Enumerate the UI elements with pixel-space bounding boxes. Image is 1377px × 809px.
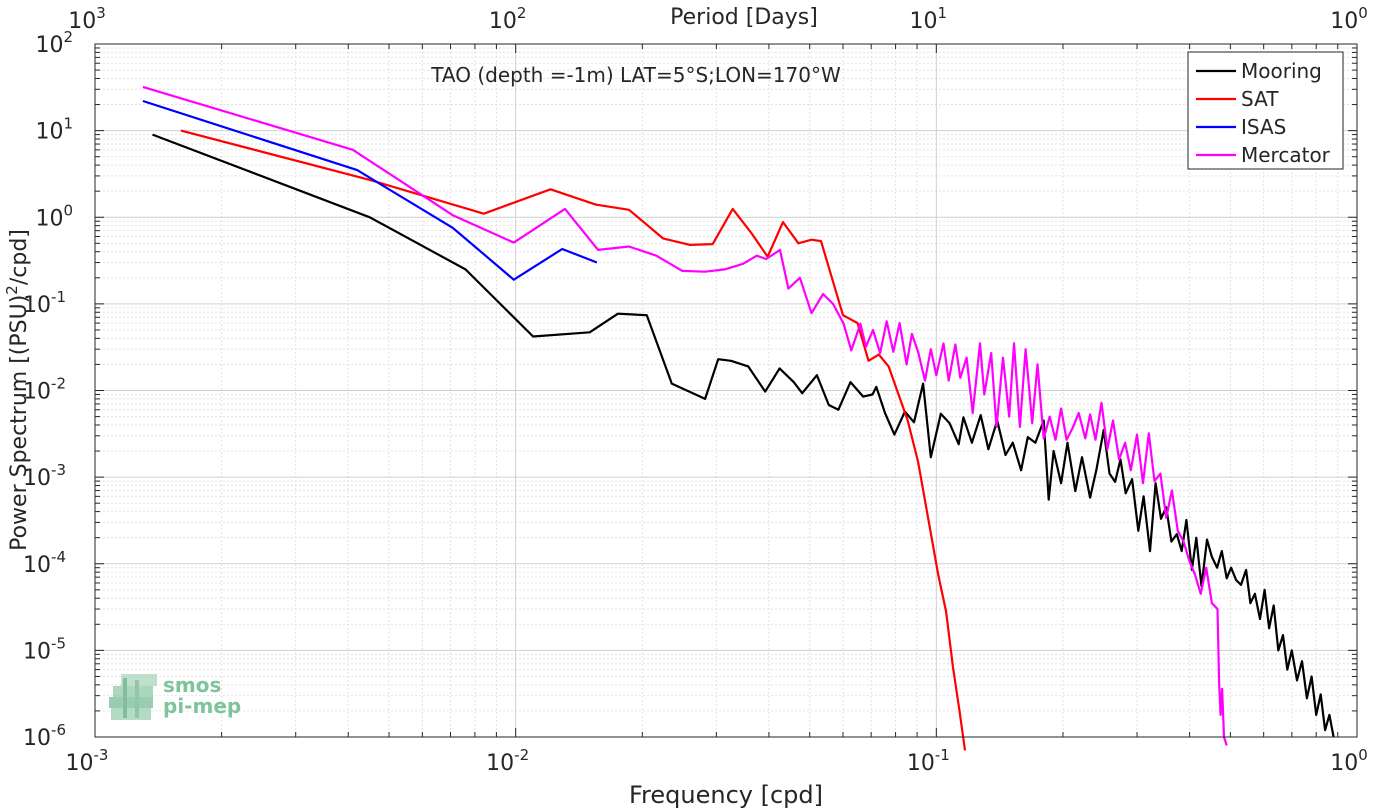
logo-line1: smos xyxy=(163,673,221,697)
x-tick-label: 100 xyxy=(1330,746,1368,776)
logo-mark xyxy=(109,674,157,720)
series-line-isas xyxy=(142,99,598,281)
y-tick-label: 10-6 xyxy=(23,721,66,751)
tick-labels: 10-3 10-2 10-1 100 10-6 10-5 10-4 10-3 10-2 10-1 1… xyxy=(23,4,1368,776)
y-tick-label: 102 xyxy=(35,28,73,58)
y-axis-label-main: Power Spectrum [(PSU) xyxy=(7,295,32,551)
y-tick-label: 10-4 xyxy=(23,548,66,578)
x-axis-label: Frequency [cpd] xyxy=(629,781,823,809)
series-line-mercator xyxy=(142,85,1228,746)
y-axis-label-tail: /cpd] xyxy=(7,229,32,285)
legend-label-isas: ISAS xyxy=(1241,115,1286,139)
smos-logo: smos pi-mep xyxy=(109,673,241,720)
legend-label-sat: SAT xyxy=(1241,87,1279,111)
x-tick-label: 10-3 xyxy=(66,746,109,776)
top-tick-label: 100 xyxy=(1330,4,1368,34)
x-tick-label: 10-1 xyxy=(907,746,950,776)
chart-title: TAO (depth =-1m) LAT=5°S;LON=170°W xyxy=(430,63,841,87)
legend-label-mooring: Mooring xyxy=(1241,59,1322,83)
series-line-sat xyxy=(180,129,967,751)
tick-marks xyxy=(94,43,1358,738)
legend: Mooring SAT ISAS Mercator xyxy=(1187,51,1344,170)
y-tick-label: 100 xyxy=(35,201,73,231)
series-group xyxy=(142,85,1335,751)
y-tick-label: 101 xyxy=(35,115,73,145)
y-tick-label: 10-2 xyxy=(23,375,66,405)
y-tick-label: 10-5 xyxy=(23,634,66,664)
legend-label-mercator: Mercator xyxy=(1241,143,1331,167)
y-tick-label: 10-1 xyxy=(23,288,66,318)
logo-line2: pi-mep xyxy=(163,694,241,718)
x-tick-label: 10-2 xyxy=(486,746,529,776)
top-tick-label: 102 xyxy=(489,4,527,34)
y-axis-label: Power Spectrum [(PSU)2/cpd] xyxy=(3,229,32,551)
top-axis-label: Period [Days] xyxy=(670,5,818,30)
y-axis-label-sup: 2 xyxy=(3,285,21,295)
top-tick-label: 101 xyxy=(910,4,948,34)
series-line-mooring xyxy=(152,133,1335,738)
y-tick-label: 10-3 xyxy=(23,461,66,491)
top-tick-label: 103 xyxy=(68,4,106,34)
